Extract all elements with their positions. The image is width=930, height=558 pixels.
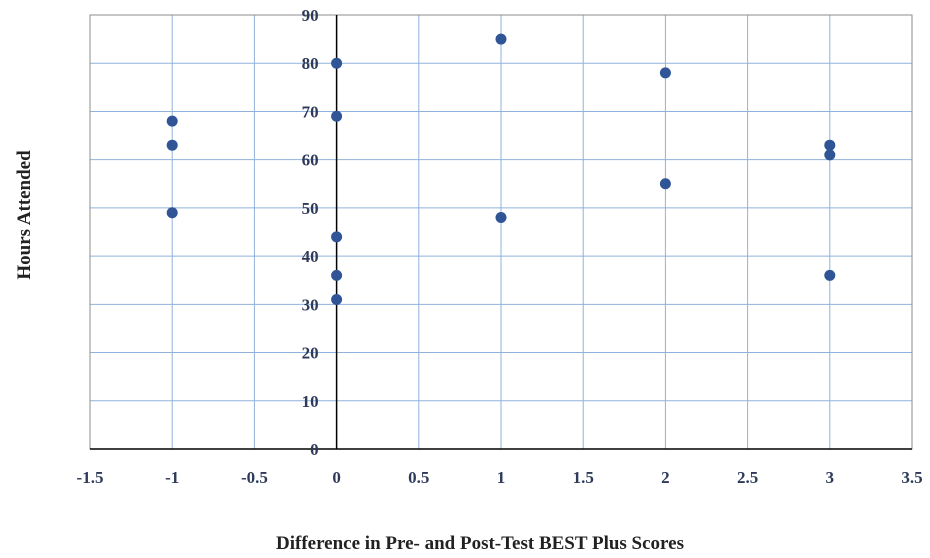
x-tick-label: -1 [165, 468, 179, 487]
y-tick-label: 70 [302, 102, 319, 121]
data-point [166, 139, 178, 151]
data-point [659, 178, 671, 190]
data-point [495, 212, 507, 224]
data-point [659, 67, 671, 79]
y-tick-label: 50 [302, 199, 319, 218]
data-point [331, 294, 343, 306]
data-point [824, 139, 836, 151]
x-tick-label: 0 [332, 468, 341, 487]
x-tick-label: 1.5 [573, 468, 594, 487]
data-point [331, 269, 343, 281]
x-tick-label: -1.5 [77, 468, 104, 487]
y-tick-label: 40 [302, 247, 319, 266]
x-tick-label: 2.5 [737, 468, 758, 487]
data-point [331, 57, 343, 69]
x-tick-labels: -1.5 -1 -0.5 0 0.5 1 1.5 2 2.5 3 3.5 [77, 468, 923, 487]
y-axis-title: Hours Attended [14, 150, 35, 280]
data-point [166, 207, 178, 219]
y-tick-label: 10 [302, 392, 319, 411]
y-tick-label: 80 [302, 54, 319, 73]
y-tick-label: 60 [302, 151, 319, 170]
data-point [166, 115, 178, 127]
x-tick-label: 3.5 [901, 468, 922, 487]
gridlines [89, 14, 913, 450]
x-axis-title: Difference in Pre- and Post-Test BEST Pl… [276, 533, 684, 554]
data-point [331, 110, 343, 122]
x-tick-label: 2 [661, 468, 670, 487]
y-tick-label: 0 [310, 440, 319, 459]
data-points [166, 33, 836, 306]
y-tick-labels: 0 10 20 30 40 50 60 70 80 90 [302, 6, 319, 459]
data-point [495, 33, 507, 45]
x-tick-label: 0.5 [408, 468, 429, 487]
data-point [824, 269, 836, 281]
x-tick-label: 1 [497, 468, 506, 487]
data-point [824, 149, 836, 161]
x-tick-label: -0.5 [241, 468, 268, 487]
y-tick-label: 90 [302, 6, 319, 25]
y-tick-label: 30 [302, 295, 319, 314]
data-point [331, 231, 343, 243]
y-tick-label: 20 [302, 344, 319, 363]
x-tick-label: 3 [826, 468, 835, 487]
